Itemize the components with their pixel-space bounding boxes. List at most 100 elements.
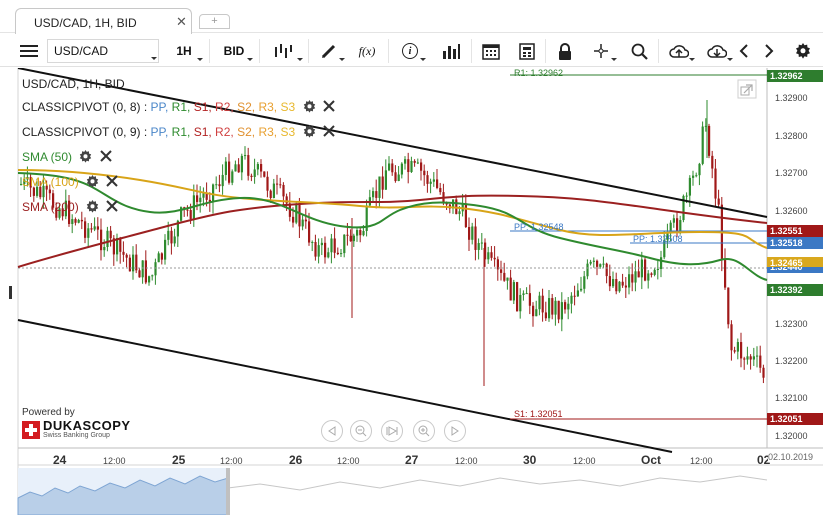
- candle-body: [42, 185, 45, 198]
- info-button[interactable]: i: [393, 39, 427, 63]
- chart-area[interactable]: USD/CAD, 1H, BID CLASSICPIVOT (0, 8) : P…: [0, 68, 823, 515]
- time-axis-day: 30: [523, 453, 537, 467]
- chart-tab[interactable]: USD/CAD, 1H, BID ✕: [15, 8, 192, 34]
- candle-body: [743, 358, 746, 360]
- gear-icon: [796, 43, 810, 59]
- candle-body: [327, 252, 330, 258]
- candle-body: [727, 287, 730, 325]
- candle-body: [375, 191, 378, 198]
- period-select[interactable]: 1H: [164, 39, 204, 63]
- close-icon[interactable]: [323, 100, 335, 112]
- candle-body: [237, 164, 240, 173]
- chart-type-button[interactable]: [264, 39, 304, 63]
- fx-icon: f(x): [358, 43, 376, 58]
- candle-body: [314, 242, 317, 257]
- calendar-button[interactable]: [474, 39, 508, 63]
- candle-body: [509, 277, 512, 301]
- indicators-button[interactable]: f(x): [350, 39, 384, 63]
- candle-body: [356, 230, 359, 236]
- gear-icon[interactable]: [79, 150, 92, 163]
- candle-body: [90, 228, 93, 230]
- candle-body: [144, 260, 147, 283]
- bar-chart-button[interactable]: [434, 39, 468, 63]
- candle-body: [215, 184, 218, 186]
- instrument-select[interactable]: USD/CAD: [47, 39, 159, 63]
- candle-body: [333, 238, 336, 253]
- candle-body: [496, 259, 499, 270]
- lock-button[interactable]: [548, 39, 582, 63]
- candle-body: [477, 243, 480, 250]
- price-tag-sma100: 1.32465: [767, 257, 823, 269]
- s1-level-label: S1: 1.32051: [514, 409, 563, 419]
- candle-body: [138, 270, 141, 278]
- reset-zoom-button[interactable]: [381, 420, 403, 442]
- candle-body: [336, 252, 339, 255]
- draw-tool-button[interactable]: [312, 39, 346, 63]
- scroll-right-button[interactable]: [760, 39, 778, 63]
- tab-close-icon[interactable]: ✕: [176, 14, 187, 29]
- candle-body: [554, 300, 557, 315]
- gear-icon[interactable]: [303, 125, 316, 138]
- candle-body: [580, 288, 583, 291]
- candle-body: [519, 294, 522, 312]
- candle-body: [688, 177, 691, 196]
- candle-body: [557, 300, 560, 320]
- chevron-down-icon: [151, 57, 157, 60]
- settings-button[interactable]: [792, 39, 814, 63]
- close-icon[interactable]: [99, 150, 112, 162]
- download-button[interactable]: [700, 39, 734, 63]
- candle-body: [487, 252, 490, 260]
- gear-icon[interactable]: [86, 200, 99, 213]
- scroll-left-button[interactable]: [735, 39, 753, 63]
- candle-body: [288, 203, 291, 217]
- crosshair-button[interactable]: [584, 39, 618, 63]
- candle-body: [682, 195, 685, 221]
- candle-body: [224, 161, 227, 175]
- candle-body: [349, 235, 352, 242]
- pivot-level: S3: [280, 100, 296, 114]
- candle-body: [205, 193, 208, 200]
- candle-body: [202, 193, 205, 198]
- candle-body: [740, 342, 743, 359]
- candle-body: [599, 264, 602, 267]
- close-icon[interactable]: [323, 125, 335, 137]
- r1-level-label: R1: 1.32962: [514, 68, 564, 78]
- side-select[interactable]: BID: [214, 39, 254, 63]
- candle-body: [704, 125, 707, 127]
- close-icon[interactable]: [106, 175, 119, 187]
- candle-body: [544, 312, 547, 319]
- time-axis-hour: 12:00: [103, 456, 126, 466]
- pan-right-button[interactable]: [444, 420, 466, 442]
- candle-body: [647, 273, 650, 281]
- candle-body: [45, 185, 48, 190]
- upload-button[interactable]: [662, 39, 696, 63]
- pan-left-button[interactable]: [321, 420, 343, 442]
- news-button[interactable]: [510, 39, 544, 63]
- add-tab-button[interactable]: +: [199, 14, 230, 29]
- zoom-in-button[interactable]: [413, 420, 435, 442]
- candle-body: [512, 282, 515, 301]
- candle-body: [343, 234, 346, 254]
- candle-body: [221, 174, 224, 187]
- candle-body: [324, 242, 327, 258]
- candle-body: [736, 342, 739, 352]
- candle-body: [522, 293, 525, 295]
- zoom-button[interactable]: [622, 39, 656, 63]
- menu-icon[interactable]: [12, 39, 46, 63]
- close-icon[interactable]: [106, 200, 119, 212]
- expand-icon[interactable]: [737, 79, 757, 99]
- price-chart[interactable]: [0, 68, 823, 515]
- candle-body: [637, 271, 640, 278]
- candle-body: [583, 276, 586, 289]
- price-tick: 1.32100: [775, 393, 808, 403]
- gear-icon[interactable]: [86, 175, 99, 188]
- price-tick: 1.32200: [775, 356, 808, 366]
- candle-body: [74, 219, 77, 223]
- zoom-out-button[interactable]: [350, 420, 372, 442]
- candle-body: [480, 242, 483, 244]
- candle-body: [71, 219, 74, 224]
- candle-body: [420, 162, 423, 171]
- chart-toolbar: USD/CAD 1H BID f(x) i: [0, 35, 823, 67]
- price-tick: 1.32000: [775, 431, 808, 441]
- gear-icon[interactable]: [303, 100, 316, 113]
